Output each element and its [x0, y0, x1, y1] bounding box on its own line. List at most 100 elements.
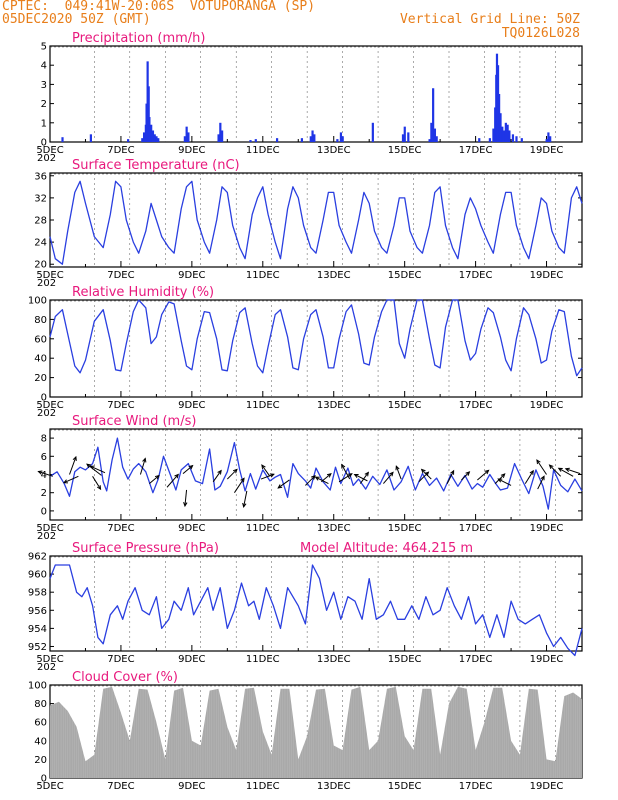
precip-bar: [501, 126, 504, 142]
pressure-xtick-label: 7DEC: [107, 654, 134, 665]
cloud-ytick-label: 0: [41, 774, 47, 785]
wind-arrow-head: [242, 502, 247, 509]
pressure-xtick-label: 17DEC: [459, 654, 493, 665]
precip-bar: [89, 134, 92, 142]
cloud-xtick-label: 11DEC: [246, 781, 280, 792]
wind-ytick-label: 2: [41, 488, 47, 499]
wind-arrow: [261, 464, 271, 477]
precip-bar: [142, 132, 146, 142]
wind-arrow-head: [353, 473, 359, 478]
wind-arrow-head: [142, 457, 147, 463]
cloud-ytick-label: 40: [34, 736, 47, 747]
header-station: CPTEC: 049:41W-20:06S VOTUPORANGA (SP): [2, 0, 316, 14]
precip-bar: [151, 130, 155, 142]
precip-bar: [549, 136, 552, 142]
precip-bar: [217, 134, 220, 142]
precip-bar: [502, 130, 506, 142]
precip-bar: [506, 124, 509, 142]
precip-bar: [478, 138, 481, 142]
pressure-frame: [49, 555, 583, 652]
temp-xtick-label: 11DEC: [246, 270, 280, 281]
precip-bar: [311, 130, 314, 142]
wind-arrow-head: [557, 467, 563, 472]
temp-ytick-label: 20: [34, 260, 47, 271]
wind-arrow-head: [188, 464, 194, 470]
precip-xtick-label: 7DEC: [107, 145, 134, 156]
wind-line: [49, 437, 583, 510]
pressure-ytick-label: 954: [28, 624, 47, 635]
wind-arrow-head: [217, 469, 222, 475]
pressure-xtick-label: 15DEC: [388, 654, 422, 665]
precip-bar: [147, 86, 150, 142]
wind-arrow: [446, 470, 455, 484]
cloud-xtick-label: 15DEC: [388, 781, 422, 792]
wind-arrow: [305, 475, 316, 486]
cloud-xtick-label: 19DEC: [530, 781, 564, 792]
precip-bar: [520, 138, 523, 142]
precip-bar: [371, 122, 374, 142]
precip-bar: [435, 136, 438, 142]
rh-xtick-label: 9DEC: [178, 400, 205, 411]
wind-arrow-head: [395, 465, 400, 471]
pressure-ytick-label: 962: [28, 552, 47, 563]
precip-bar: [127, 139, 130, 142]
cloud-title: Cloud Cover (%): [72, 670, 178, 685]
precip-bar: [300, 138, 304, 142]
wind-arrow: [359, 472, 369, 484]
wind-title: Surface Wind (m/s): [72, 414, 196, 429]
pressure-title: Surface Pressure (hPa): [72, 541, 219, 556]
wind-ytick-label: 6: [41, 452, 47, 463]
wind-arrow-head: [72, 455, 77, 461]
wind-arrow: [90, 465, 106, 474]
pressure-annotation: Model Altitude: 464.215 m: [300, 541, 473, 556]
wind-arrow-head: [154, 474, 160, 480]
pressure-xtick-label: 9DEC: [178, 654, 205, 665]
wind-arrow: [537, 476, 545, 490]
wind-arrow: [277, 479, 290, 489]
wind-arrow-head: [232, 468, 238, 474]
temp-year-label: 202: [37, 278, 56, 289]
wind-arrow-head: [500, 473, 506, 478]
rh-xtick-label: 11DEC: [246, 400, 280, 411]
pressure-year-label: 202: [37, 662, 56, 673]
pressure-xtick-label: 19DEC: [530, 654, 564, 665]
temp-xtick-label: 17DEC: [459, 270, 493, 281]
rh-frame: [49, 299, 583, 398]
precip-bar: [403, 126, 406, 142]
rh-year-label: 202: [37, 408, 56, 419]
precip-xtick-label: 19DEC: [530, 145, 564, 156]
temp-xtick-label: 19DEC: [530, 270, 564, 281]
precip-bar: [157, 138, 160, 142]
precip-bar: [407, 132, 410, 142]
wind-arrow: [565, 468, 581, 475]
cloud-xtick-label: 17DEC: [459, 781, 493, 792]
wind-arrow-head: [548, 464, 554, 470]
precip-xtick-label: 17DEC: [459, 145, 493, 156]
wind-arrow: [226, 469, 238, 480]
wind-arrow: [139, 458, 146, 475]
temp-line: [49, 180, 583, 265]
rh-ytick-label: 20: [34, 373, 47, 384]
precip-bar: [545, 139, 548, 142]
rh-xtick-label: 17DEC: [459, 400, 493, 411]
wind-arrow-head: [536, 459, 541, 465]
cloud-ytick-label: 60: [34, 718, 47, 729]
precip-bar: [504, 122, 507, 142]
wind-arrow: [148, 475, 160, 484]
wind-arrow-head: [364, 471, 370, 477]
rh-xtick-label: 13DEC: [317, 400, 351, 411]
wind-ytick-label: 4: [41, 470, 47, 481]
precip-bar: [492, 128, 495, 142]
precip-ytick-label: 1: [41, 118, 47, 129]
precip-bar: [433, 128, 437, 142]
wind-arrow-head: [311, 475, 316, 480]
temp-xtick-label: 13DEC: [317, 270, 351, 281]
wind-arrow: [182, 465, 193, 474]
precip-bar: [428, 139, 431, 142]
wind-arrow: [549, 464, 562, 477]
precip-bar: [187, 132, 190, 142]
precip-bar: [61, 137, 64, 142]
wind-arrow-head: [277, 484, 283, 489]
wind-arrow-head: [240, 477, 245, 483]
wind-arrow-head: [389, 471, 394, 477]
